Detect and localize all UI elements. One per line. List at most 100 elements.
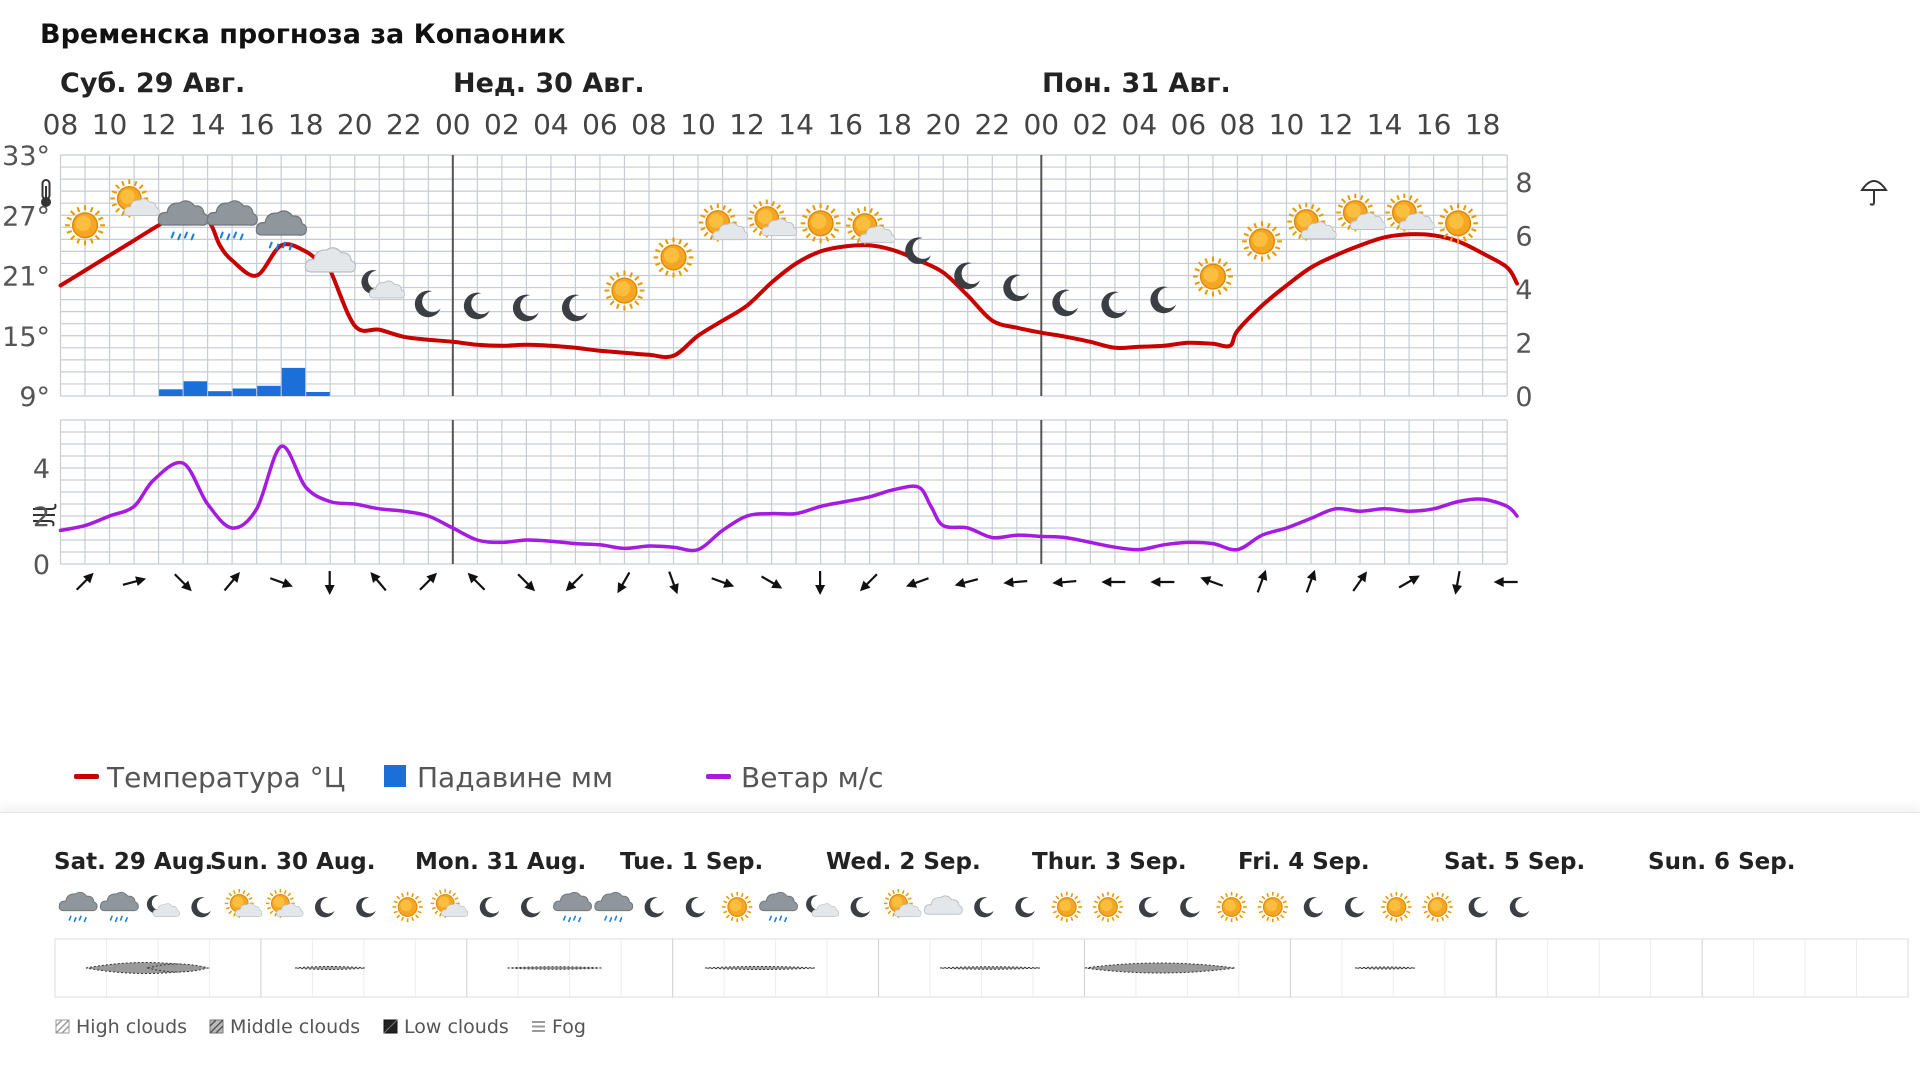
hour-label: 20 <box>337 108 373 141</box>
sun-cloud-icon <box>109 178 160 219</box>
temperature-tick: 15° <box>2 322 50 353</box>
legend-wind[interactable]: Ветар м/с <box>706 761 884 794</box>
hour-label: 18 <box>876 108 912 141</box>
cloud-rain-icon <box>99 891 139 923</box>
sun-icon <box>1421 891 1454 923</box>
moon-icon <box>644 897 665 918</box>
high-clouds-icon <box>55 1019 70 1034</box>
hour-label: 06 <box>1171 108 1207 141</box>
precipitation-bar <box>208 391 232 396</box>
wind-icon <box>33 503 57 527</box>
moon-icon <box>520 897 541 918</box>
temperature-tick: 33° <box>2 141 50 172</box>
hour-label: 16 <box>827 108 863 141</box>
precipitation-bar <box>281 367 306 396</box>
hour-label: 02 <box>484 108 520 141</box>
sun-cloud-icon <box>1335 192 1386 233</box>
wind-series <box>58 444 1519 553</box>
cloud-legend-middle[interactable]: Middle clouds <box>209 1016 360 1038</box>
wind-arrow-icon <box>1398 575 1420 589</box>
cloud-band <box>507 966 603 970</box>
wind-arrow-icon <box>617 571 631 594</box>
precipitation-bar <box>159 389 183 396</box>
sun-cloud-icon <box>430 888 469 919</box>
sun-cloud-icon <box>1384 192 1435 233</box>
cloud-layer-strip <box>54 938 1909 998</box>
hour-label: 20 <box>925 108 961 141</box>
hour-label: 12 <box>1318 108 1354 141</box>
cloud-legend-low[interactable]: Low clouds <box>383 1016 509 1038</box>
moon-icon <box>1303 897 1324 918</box>
wind-arrow-icon <box>711 577 735 588</box>
wind-arrow-icon <box>269 577 293 588</box>
sun-icon <box>1092 891 1124 923</box>
wind-direction-arrows <box>75 569 1518 595</box>
cloud-rain-icon <box>58 891 98 923</box>
overview-day-label: Mon. 31 Aug. <box>415 849 586 875</box>
cloud-rain-icon <box>594 891 634 923</box>
middle-clouds-icon <box>209 1019 224 1034</box>
precipitation-tick: 2 <box>1515 328 1532 359</box>
wind-arrow-icon <box>565 573 584 592</box>
wind-arrow-icon <box>1493 577 1518 587</box>
legend: Температура °Ц Падавине мм Ветар м/с <box>74 761 884 794</box>
cloud-band <box>294 966 366 970</box>
cloud-legend-high-label: High clouds <box>76 1016 187 1038</box>
wind-arrow-icon <box>419 572 437 591</box>
wind-arrow-icon <box>1256 569 1268 593</box>
precipitation-tick: 8 <box>1515 168 1532 199</box>
hour-label: 04 <box>1122 108 1158 141</box>
precipitation-tick: 6 <box>1515 221 1532 252</box>
multi-day-overview: Sat. 29 Aug. Sun. 30 Aug. Mon. 31 Aug. Tue.… <box>0 812 1920 1081</box>
legend-temperature-swatch <box>74 774 99 779</box>
sun-cloud-icon <box>224 888 263 919</box>
hour-label: 16 <box>239 108 275 141</box>
hour-label: 08 <box>43 108 79 141</box>
cloud-legend-fog[interactable]: Fog <box>532 1016 586 1038</box>
day-label: Нед. 30 Авг. <box>453 68 645 99</box>
hour-label: 12 <box>141 108 177 141</box>
cloud-band <box>1354 966 1416 970</box>
wind-tick: 2 <box>33 502 50 533</box>
moon-icon <box>356 897 376 918</box>
moon-icon <box>314 897 335 918</box>
temperature-tick: 21° <box>2 262 50 293</box>
moon-icon <box>1138 897 1159 918</box>
overview-weather-icons <box>58 888 1530 923</box>
sun-icon <box>1215 891 1248 923</box>
legend-wind-label: Ветар м/с <box>741 761 884 794</box>
wind-arrow-icon <box>1200 576 1224 587</box>
sun-cloud-icon <box>883 888 922 919</box>
wind-arrow-icon <box>324 571 335 595</box>
temperature-line <box>58 209 1519 360</box>
legend-precipitation[interactable]: Падавине мм <box>384 761 613 794</box>
cloud-band <box>704 966 816 970</box>
wind-arrow-icon <box>760 575 783 589</box>
cloud-band <box>146 963 210 973</box>
hour-label: 14 <box>1367 108 1403 141</box>
wind-arrow-icon <box>905 577 929 588</box>
sun-cloud-icon <box>1286 201 1337 242</box>
wind-arrow-icon <box>75 572 94 591</box>
overview-day-label: Thur. 3 Sep. <box>1032 849 1187 875</box>
cloud-legend: High clouds Middle clouds Low clouds <box>55 1016 586 1038</box>
wind-tick: 4 <box>33 454 50 485</box>
moon-icon <box>191 897 211 918</box>
precipitation-tick: 4 <box>1515 275 1532 306</box>
hour-label: 14 <box>190 108 226 141</box>
hour-label: 10 <box>92 108 128 141</box>
weather-chart: Временска прогноза за Копаоник Суб. 29 А… <box>2 19 1888 794</box>
overview-day-label: Sun. 30 Aug. <box>210 849 375 875</box>
moon-cloud-icon <box>361 270 405 299</box>
wind-arrow-icon <box>815 571 826 595</box>
hour-label: 00 <box>435 108 471 141</box>
overview-day-label: Sat. 5 Sep. <box>1444 849 1585 875</box>
wind-tick: 0 <box>33 550 50 581</box>
hour-label: 18 <box>288 108 324 141</box>
cloud-legend-high[interactable]: High clouds <box>55 1016 187 1038</box>
legend-temperature[interactable]: Температура °Ц <box>74 761 345 794</box>
temperature-axis: 9° 15° 21° 27° 33° <box>2 141 50 413</box>
day-label: Суб. 29 Авг. <box>60 68 245 99</box>
hour-label: 18 <box>1465 108 1501 141</box>
wind-arrow-icon <box>174 573 192 592</box>
